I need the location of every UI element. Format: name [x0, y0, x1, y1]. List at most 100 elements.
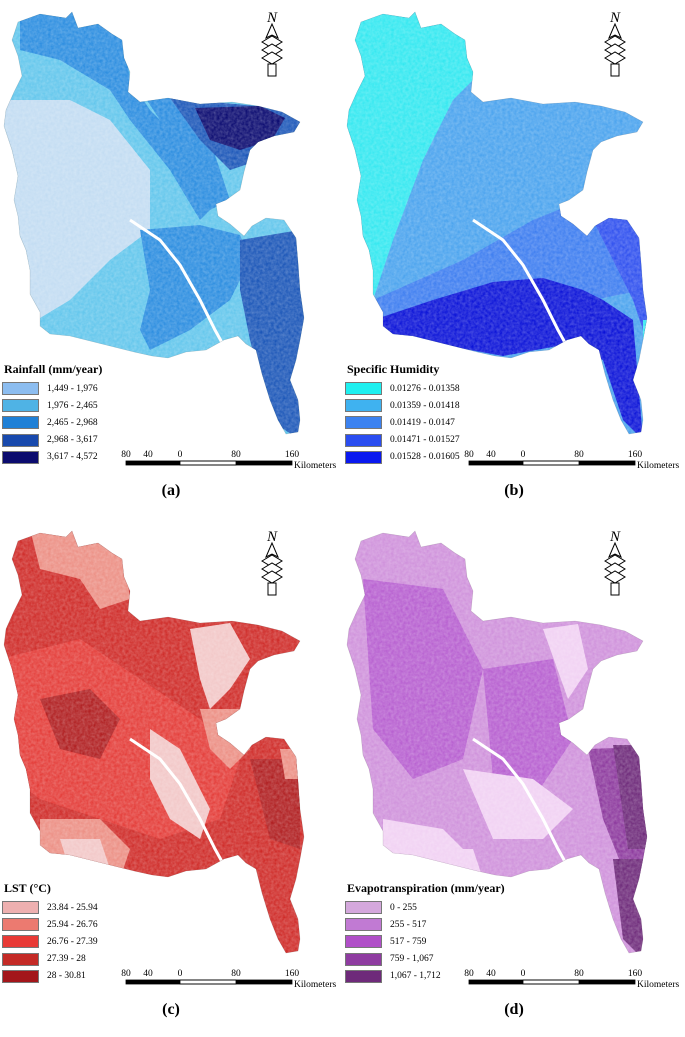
- legend: Rainfall (mm/year) 1,449 - 1,976 1,976 - 2…: [2, 362, 102, 466]
- scale-tick-label: 80: [464, 969, 474, 979]
- legend-title: Specific Humidity: [347, 362, 440, 376]
- legend-item: 0.01276 - 0.01358: [345, 380, 460, 397]
- legend-title: Rainfall (mm/year): [4, 362, 103, 376]
- scale-tick-label: 40: [143, 450, 153, 460]
- legend-item: 28 - 30.81: [2, 968, 98, 985]
- map-zones: [4, 531, 304, 953]
- scale-tick-label: 80: [121, 450, 131, 460]
- scale-tick-label: 160: [628, 969, 643, 979]
- panel-caption: (a): [161, 482, 181, 499]
- legend-item: 27.39 - 28: [2, 951, 98, 968]
- legend-label: 26.76 - 27.39: [47, 936, 98, 947]
- legend-swatch: [2, 450, 39, 464]
- legend-item: 2,968 - 3,617: [2, 432, 102, 449]
- map-panel-c: N LST (°C) 23.84 - 25.94 25.94 - 26.76 26.76…: [0, 519, 342, 1037]
- legend-label: 0.01419 - 0.0147: [390, 417, 455, 428]
- legend-label: 25.94 - 26.76: [47, 919, 98, 930]
- legend-item: 1,976 - 2,465: [2, 397, 102, 414]
- legend-swatch: [2, 416, 39, 430]
- legend-item: 25.94 - 26.76: [2, 916, 98, 933]
- legend-label: 23.84 - 25.94: [47, 902, 98, 913]
- scale-tick-label: 80: [574, 969, 584, 979]
- legend-label: 759 - 1,067: [390, 954, 434, 965]
- legend: Specific Humidity 0.01276 - 0.01358 0.0135…: [345, 362, 460, 466]
- country-outline: [3, 11, 305, 435]
- panel-caption: (d): [504, 1001, 524, 1018]
- legend-item: 23.84 - 25.94: [2, 899, 98, 916]
- legend-swatch: [2, 969, 39, 983]
- legend-swatch: [2, 901, 39, 915]
- panel-caption: (b): [504, 482, 524, 499]
- legend-swatch: [345, 399, 382, 413]
- legend-label: 0.01471 - 0.01527: [390, 435, 460, 446]
- scale-tick-label: 160: [285, 450, 300, 460]
- north-label: N: [266, 529, 278, 545]
- legend-label: 3,617 - 4,572: [47, 452, 98, 463]
- legend-label: 0 - 255: [390, 902, 417, 913]
- scale-tick-label: 0: [178, 450, 183, 460]
- legend-label: 1,449 - 1,976: [47, 383, 98, 394]
- legend-label: 2,465 - 2,968: [47, 417, 98, 428]
- map-panel-d: N Evapotranspiration (mm/year) 0 - 255 255 …: [343, 519, 685, 1037]
- scale-tick-label: 80: [464, 450, 474, 460]
- choropleth-map: [346, 530, 648, 954]
- legend-swatch: [2, 918, 39, 932]
- scale-tick-label: 0: [178, 969, 183, 979]
- legend-swatch: [345, 952, 382, 966]
- scale-tick-label: 80: [121, 969, 131, 979]
- legend-title: LST (°C): [4, 881, 51, 895]
- legend-swatch: [345, 433, 382, 447]
- country-outline: [3, 530, 305, 954]
- country-outline: [346, 530, 648, 954]
- scale-tick-label: 40: [143, 969, 153, 979]
- north-label: N: [266, 10, 278, 26]
- choropleth-map: [3, 530, 305, 954]
- legend-swatch: [345, 901, 382, 915]
- north-arrow-icon: N: [604, 529, 626, 596]
- legend: Evapotranspiration (mm/year) 0 - 255 255 -…: [345, 881, 505, 985]
- legend-label: 517 - 759: [390, 936, 427, 947]
- legend-item: 0 - 255: [345, 899, 505, 916]
- scale-tick-label: 0: [521, 450, 526, 460]
- legend-label: 27.39 - 28: [47, 954, 86, 965]
- legend-label: 28 - 30.81: [47, 971, 86, 982]
- scale-unit: Kilometers: [637, 461, 680, 471]
- legend-label: 1,976 - 2,465: [47, 400, 98, 411]
- legend-swatch: [345, 969, 382, 983]
- legend-label: 0.01528 - 0.01605: [390, 452, 460, 463]
- legend-label: 0.01359 - 0.01418: [390, 400, 460, 411]
- legend-swatch: [2, 399, 39, 413]
- legend-swatch: [345, 935, 382, 949]
- north-label: N: [609, 10, 621, 26]
- legend-label: 255 - 517: [390, 919, 427, 930]
- north-arrow-icon: N: [261, 10, 283, 77]
- legend-item: 759 - 1,067: [345, 951, 505, 968]
- scale-tick-label: 80: [231, 450, 241, 460]
- legend-swatch: [345, 450, 382, 464]
- scale-tick-label: 0: [521, 969, 526, 979]
- north-label: N: [609, 529, 621, 545]
- legend-label: 0.01276 - 0.01358: [390, 383, 460, 394]
- legend-item: 2,465 - 2,968: [2, 414, 102, 431]
- country-outline: [346, 11, 648, 435]
- north-arrow-icon: N: [261, 529, 283, 596]
- scale-tick-label: 80: [574, 450, 584, 460]
- legend-swatch: [345, 416, 382, 430]
- legend-swatch: [345, 918, 382, 932]
- map-panel-a: N Rainfall (mm/year) 1,449 - 1,976 1,976 - …: [0, 0, 342, 518]
- legend-item: 0.01359 - 0.01418: [345, 397, 460, 414]
- legend-item: 1,067 - 1,712: [345, 968, 505, 985]
- scale-tick-label: 80: [231, 969, 241, 979]
- legend-swatch: [2, 952, 39, 966]
- legend-swatch: [2, 382, 39, 396]
- legend-item: 1,449 - 1,976: [2, 380, 102, 397]
- legend-item: 3,617 - 4,572: [2, 449, 102, 466]
- scale-unit: Kilometers: [294, 461, 337, 471]
- scale-tick-label: 40: [486, 969, 496, 979]
- map-panel-b: N Specific Humidity 0.01276 - 0.01358 0.013…: [343, 0, 685, 518]
- north-arrow-icon: N: [604, 10, 626, 77]
